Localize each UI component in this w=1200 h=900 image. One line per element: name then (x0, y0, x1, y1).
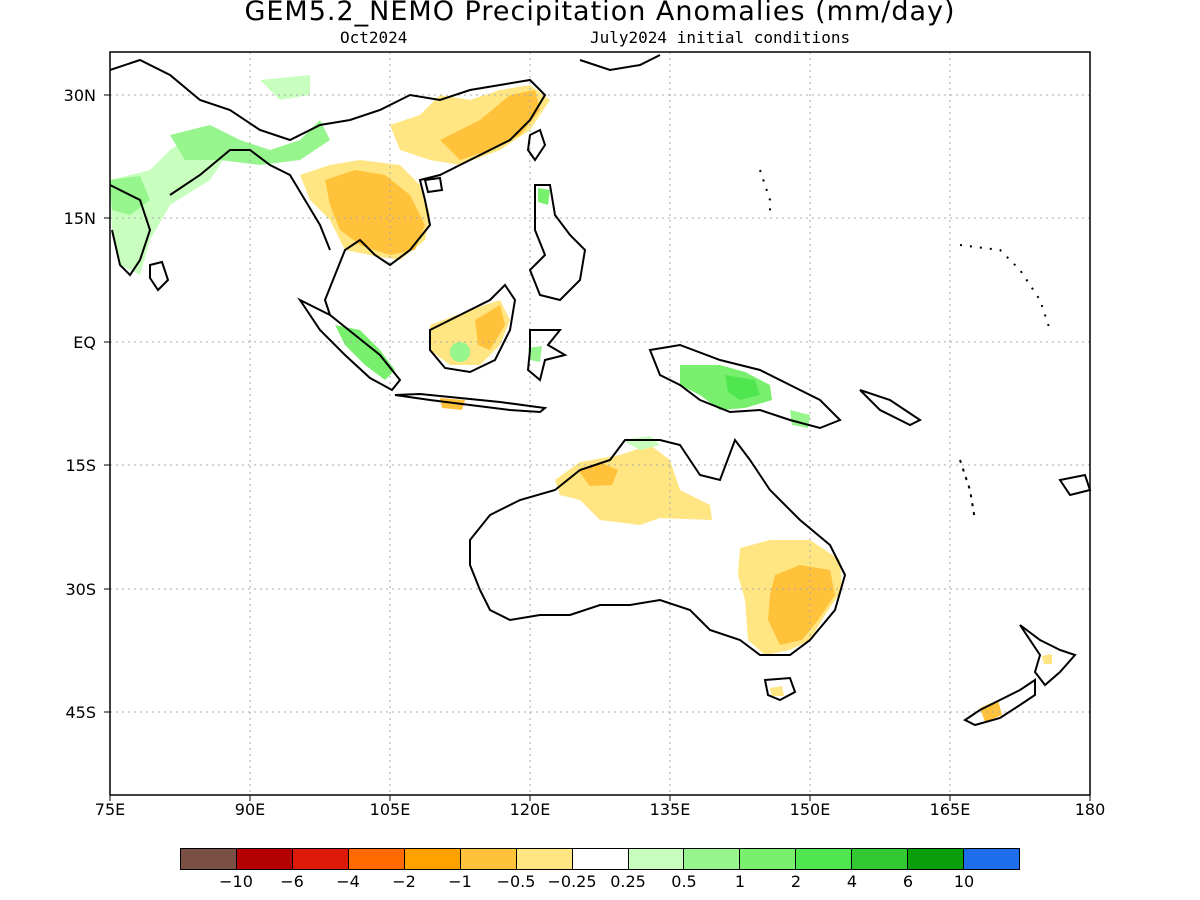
map-frame (109, 51, 1091, 796)
coast-fiji (1058, 473, 1092, 497)
lat-gridlines (110, 94, 1090, 713)
lon-label-105e: 105E (369, 800, 411, 819)
lon-label-180: 180 (1074, 800, 1106, 819)
colorbar-label: 0.25 (610, 872, 646, 891)
initial-conditions: July2024 initial conditions (590, 28, 851, 47)
coast-srilanka (149, 260, 170, 292)
coast-sulawesi (526, 329, 568, 382)
coast-borneo (429, 283, 517, 374)
colorbar-label: 0.5 (671, 872, 697, 891)
coast-tasmania (763, 676, 797, 702)
colorbar-swatch (181, 849, 237, 869)
anomaly-sumatra (335, 325, 395, 380)
map-title: GEM5.2_NEMO Precipitation Anomalies (mm/… (244, 0, 956, 27)
lon-label-150e: 150E (789, 800, 831, 819)
anomaly-new-zealand (980, 700, 1002, 722)
anomaly-shading (110, 75, 1052, 722)
colorbar-label: 4 (846, 872, 858, 891)
coast-solomons (859, 389, 922, 427)
colorbar-swatch (684, 849, 741, 869)
colorbar-swatch (628, 849, 685, 869)
coast-asia (109, 58, 547, 316)
colorbar-swatch (852, 849, 909, 869)
anomaly-tibet-north (260, 75, 310, 100)
lon-gridlines (249, 52, 951, 795)
anomaly-indochina-core (325, 170, 425, 255)
colorbar-label: −2 (392, 872, 416, 891)
anomaly-tasmania (770, 686, 784, 696)
anomaly-nz-north (1042, 654, 1052, 664)
lat-label-45s: 45S (65, 703, 96, 722)
coast-java (394, 392, 548, 414)
lon-label-120e: 120E (509, 800, 551, 819)
forecast-month: Oct2024 (340, 28, 408, 47)
colorbar-swatch (236, 849, 293, 869)
colorbar-label: −10 (219, 872, 253, 891)
colorbar-label: −4 (336, 872, 360, 891)
anomaly-new-guinea (680, 365, 772, 410)
coast-bayofbengal (169, 149, 331, 251)
colorbar (180, 848, 1020, 870)
lat-label-15s: 15S (65, 456, 96, 475)
colorbar-swatch (740, 849, 797, 869)
colorbar-label: −0.5 (496, 872, 536, 891)
lon-label-135e: 135E (649, 800, 691, 819)
coast-taiwan (526, 128, 547, 162)
colorbar-label: −1 (448, 872, 472, 891)
anomaly-india-east (110, 130, 230, 275)
coast-philippines (528, 184, 587, 302)
anomaly-borneo-green (450, 342, 470, 362)
coast-micronesia (759, 169, 1051, 331)
anomaly-new-guinea-dark (725, 375, 760, 400)
lat-label-30n: 30N (63, 86, 96, 105)
anomaly-top-end (622, 436, 660, 450)
coast-new-guinea (648, 343, 842, 430)
coastlines (109, 54, 1092, 727)
colorbar-swatch (460, 849, 517, 869)
anomaly-sulawesi (528, 346, 542, 362)
anomaly-se-australia-core (768, 565, 835, 645)
coast-vanuatu (959, 459, 976, 521)
colorbar-swatch (516, 849, 573, 869)
colorbar-label: 2 (790, 872, 802, 891)
anomaly-java (440, 398, 465, 410)
colorbar-label: −0.25 (547, 872, 597, 891)
colorbar-swatch (964, 849, 1020, 869)
colorbar-swatch (572, 849, 629, 869)
colorbar-label: 10 (953, 872, 975, 891)
anomaly-borneo-east (475, 305, 505, 350)
lat-label-30s: 30S (65, 580, 96, 599)
colorbar-label: 1 (734, 872, 746, 891)
colorbar-label: 6 (902, 872, 914, 891)
coast-japan (579, 54, 661, 72)
lat-label-15n: 15N (63, 209, 96, 228)
lon-label-90e: 90E (234, 800, 266, 819)
colorbar-label: −6 (280, 872, 304, 891)
colorbar-swatch (796, 849, 853, 869)
colorbar-swatch (908, 849, 965, 869)
colorbar-swatch (292, 849, 349, 869)
coast-sumatra (297, 297, 402, 392)
anomaly-luzon (538, 188, 550, 205)
lat-label-eq: EQ (73, 333, 96, 352)
anomaly-china-coast (440, 90, 540, 160)
lon-label-75e: 75E (94, 800, 126, 819)
coast-india (109, 184, 152, 277)
colorbar-swatch (348, 849, 405, 869)
anomaly-himalaya (170, 120, 330, 165)
coast-nz-north (1019, 624, 1077, 687)
lon-label-165e: 165E (929, 800, 971, 819)
coast-australia (469, 437, 847, 656)
coast-nz-south (963, 678, 1036, 727)
tick-marks (104, 94, 1091, 801)
colorbar-swatch (404, 849, 461, 869)
coast-hainan (423, 176, 444, 194)
